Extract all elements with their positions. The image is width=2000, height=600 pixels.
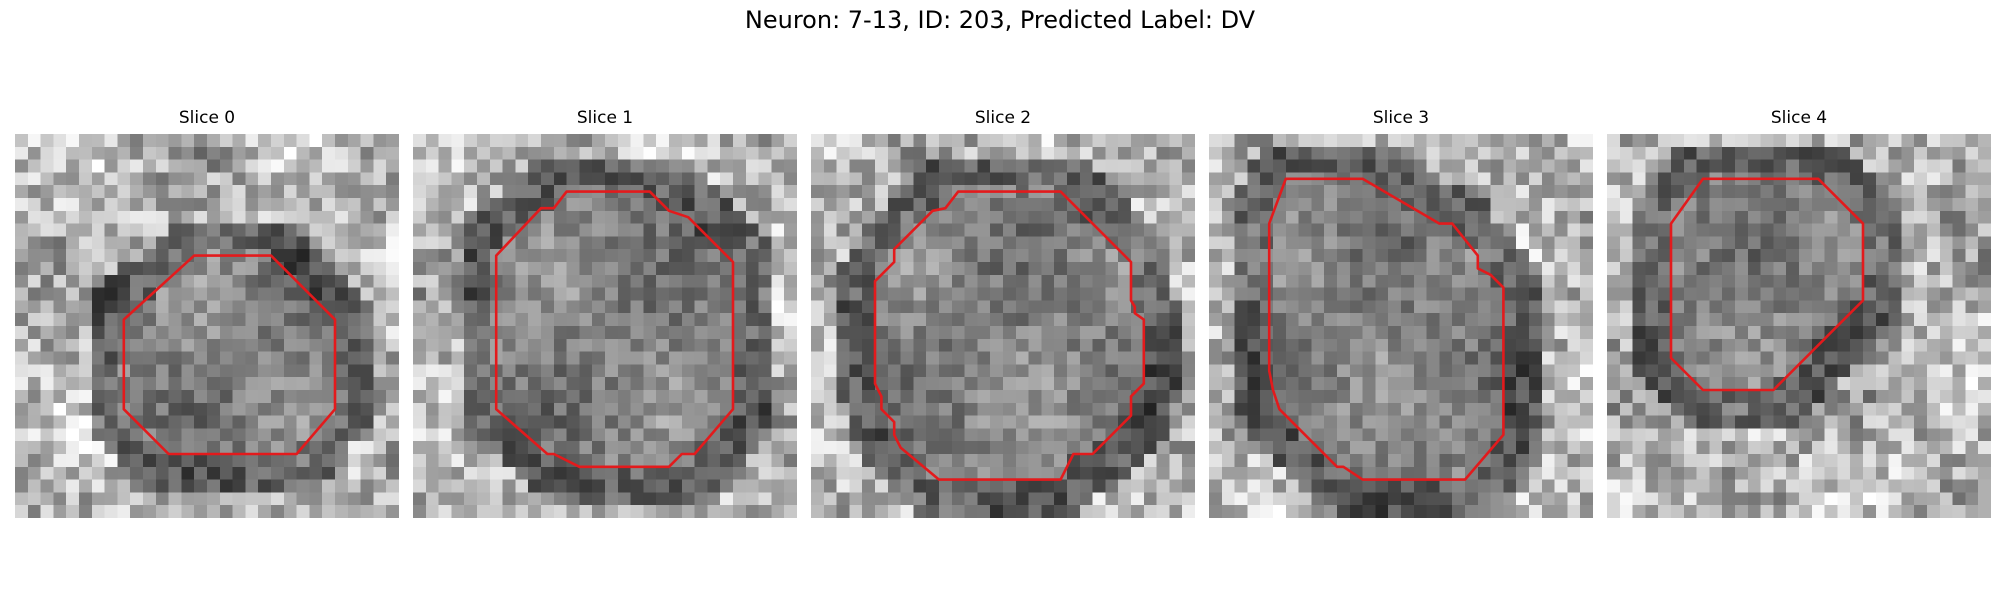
figure-title: Neuron: 7-13, ID: 203, Predicted Label: … (744, 6, 1256, 34)
contour-0 (122, 254, 337, 456)
slice-title-4: Slice 4 (1770, 108, 1828, 128)
slice-image-4 (1607, 134, 1991, 518)
contour-1 (494, 190, 735, 469)
pixel-grid-3 (1209, 134, 1593, 518)
contour-2 (873, 190, 1146, 481)
slice-title-3: Slice 3 (1372, 108, 1430, 128)
slice-svg-2 (811, 134, 1195, 518)
slice-title-1: Slice 1 (576, 108, 634, 128)
pixel-grid-2 (811, 134, 1195, 518)
slice-title-0: Slice 0 (178, 108, 236, 128)
pixel-grid-4 (1607, 134, 1991, 518)
slice-svg-4 (1607, 134, 1991, 518)
slice-svg-0 (15, 134, 399, 518)
contour-3 (1267, 177, 1505, 481)
slice-image-3 (1209, 134, 1593, 518)
pixel-grid-0 (15, 134, 399, 518)
slice-image-2 (811, 134, 1195, 518)
slice-title-2: Slice 2 (974, 108, 1032, 128)
slice-svg-1 (413, 134, 797, 518)
slice-image-0 (15, 134, 399, 518)
slice-svg-3 (1209, 134, 1593, 518)
slice-image-1 (413, 134, 797, 518)
pixel-grid-1 (413, 134, 797, 518)
contour-4 (1669, 177, 1865, 392)
